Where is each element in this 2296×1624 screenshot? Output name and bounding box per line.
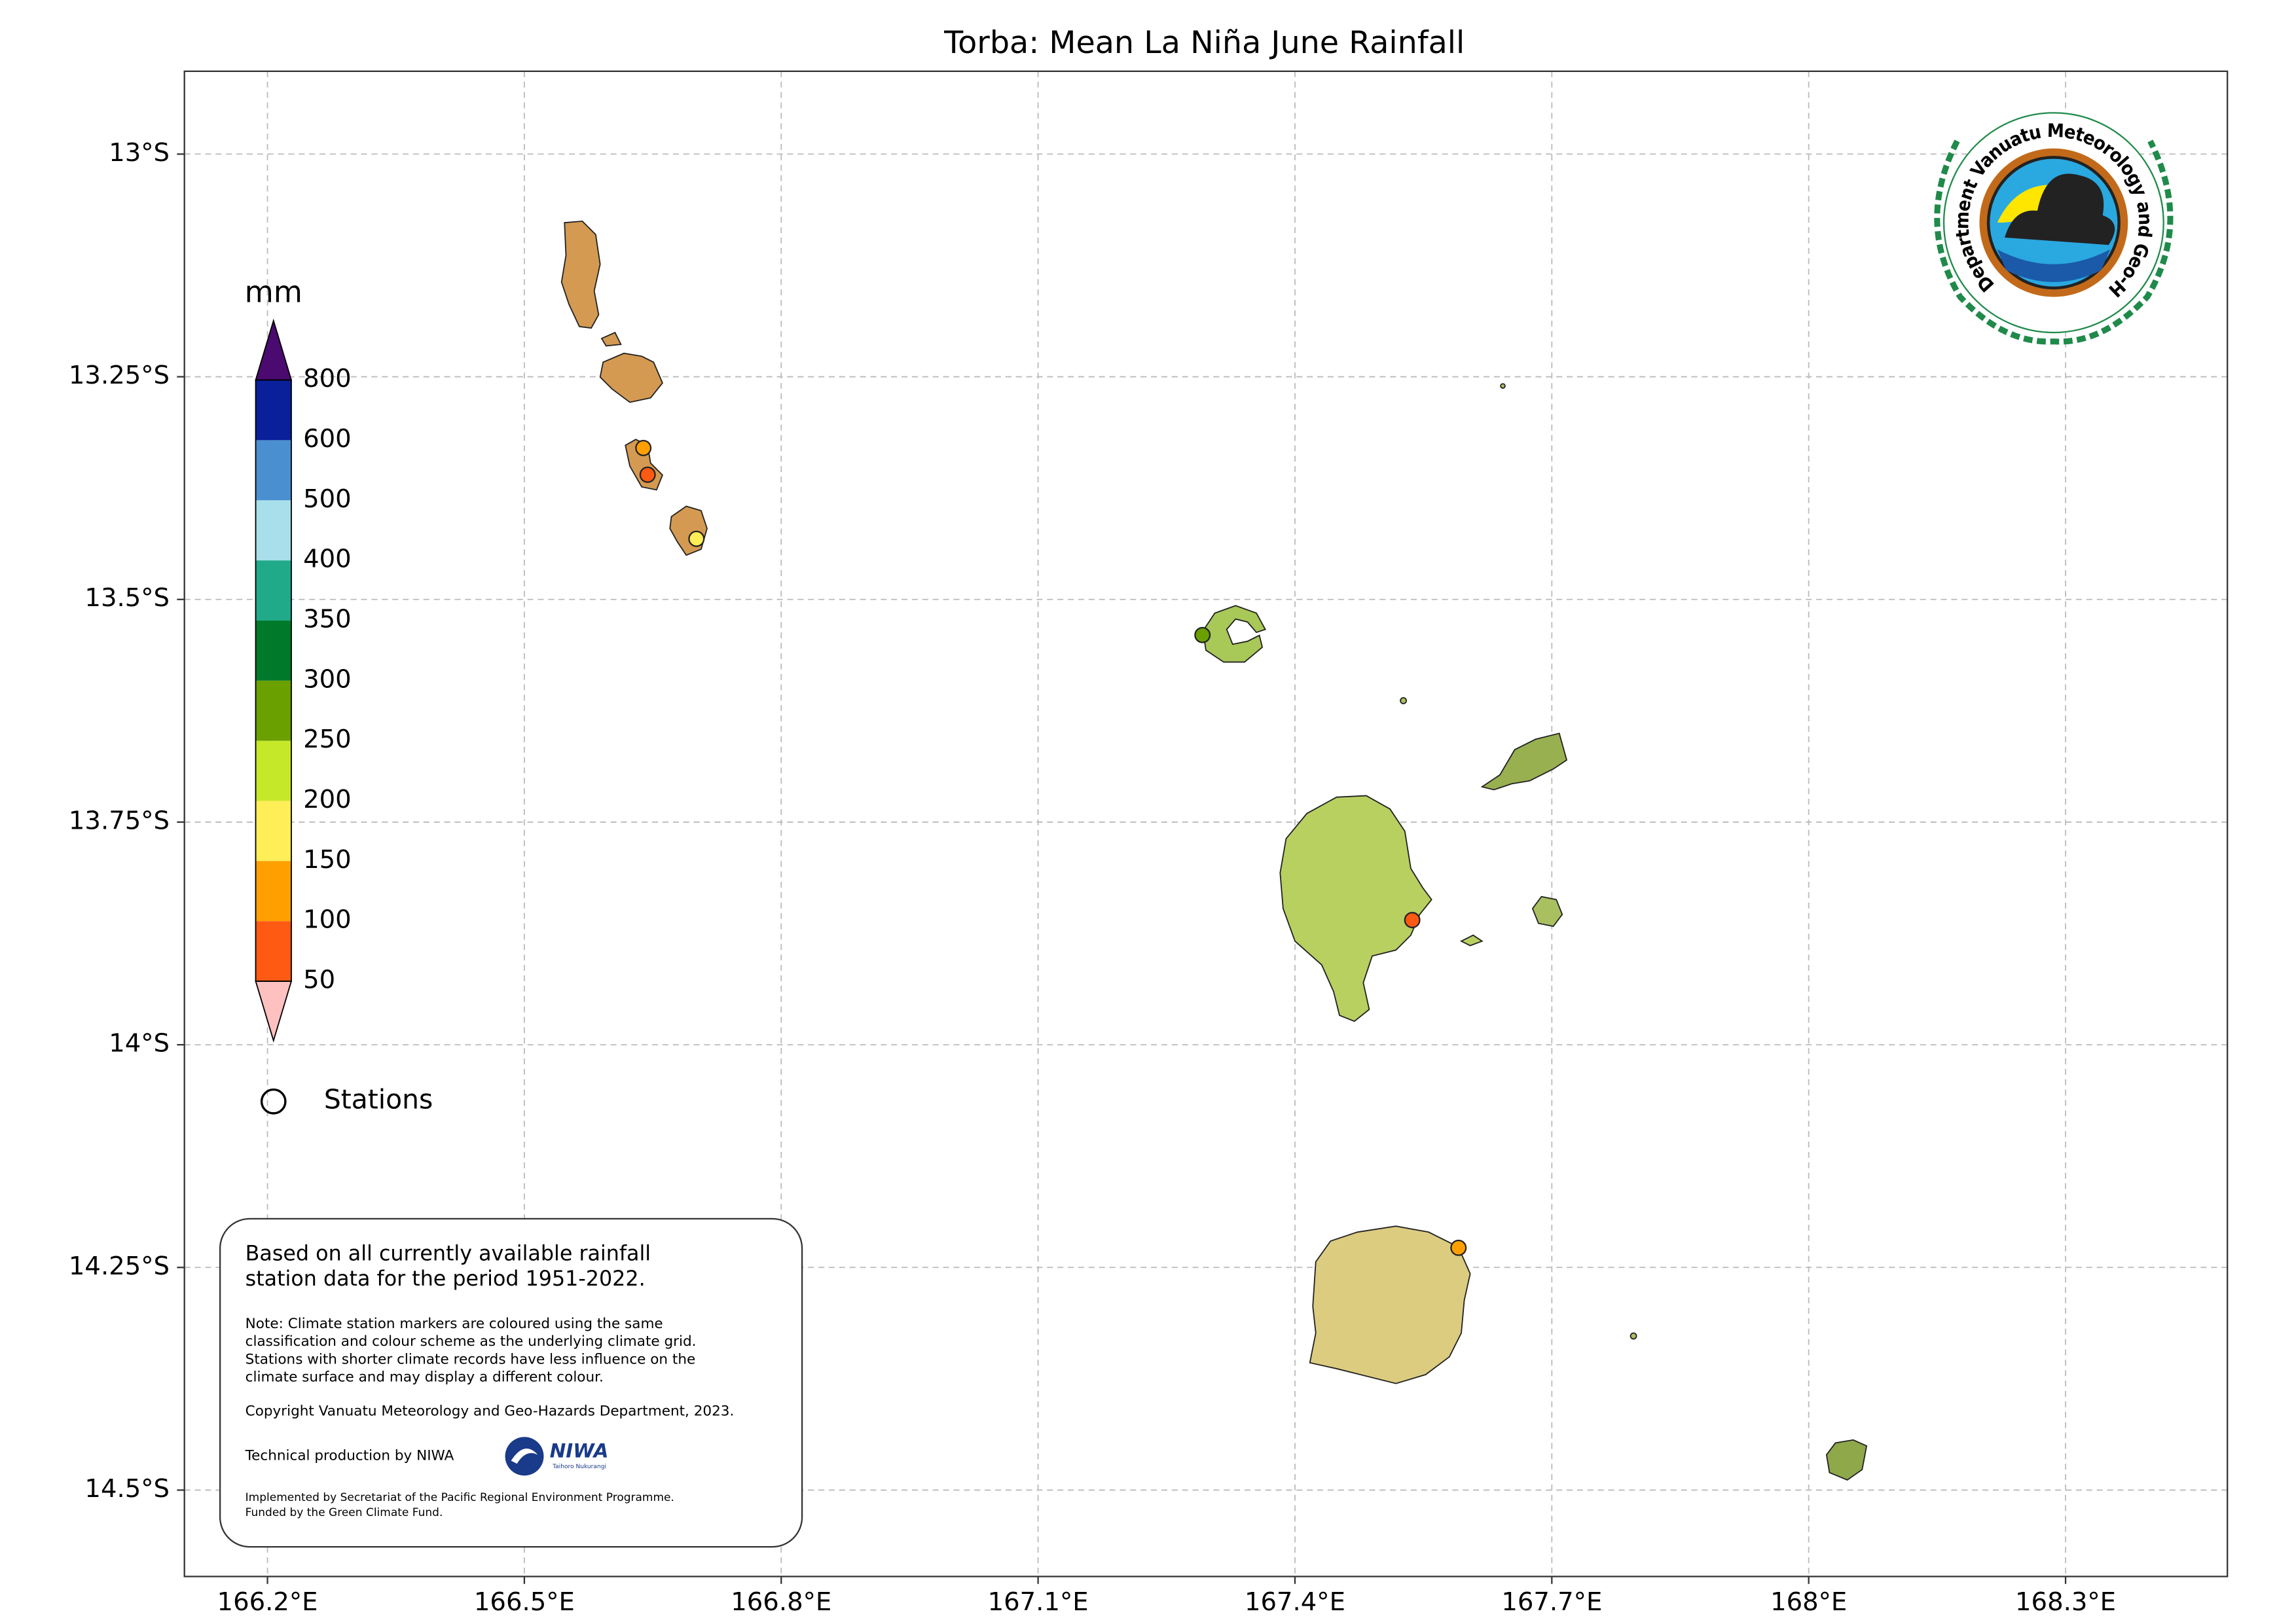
- legend-marker: [260, 1088, 287, 1115]
- x-tick-label: 168.3°E: [2015, 1587, 2116, 1617]
- colorbar-segment: [255, 680, 291, 741]
- x-tick-label: 167.4°E: [1245, 1587, 1345, 1617]
- y-tick-label: 14.5°S: [84, 1474, 170, 1504]
- station-marker: [635, 439, 652, 456]
- plot-frame: [183, 70, 2229, 1578]
- colorbar-tick-label: 500: [303, 484, 352, 514]
- colorbar-label: mm: [245, 275, 302, 310]
- note-footer: Implemented by Secretariat of the Pacifi…: [246, 1491, 674, 1504]
- station-marker: [1404, 912, 1421, 929]
- note-intro: Based on all currently available rainfal…: [246, 1242, 651, 1265]
- colorbar-segment: [255, 620, 291, 681]
- legend: Stations: [260, 1084, 433, 1115]
- map-title: Torba: Mean La Niña June Rainfall: [943, 25, 1465, 61]
- y-tick-label: 13.75°S: [69, 806, 170, 835]
- island: [560, 220, 601, 329]
- island: [1459, 934, 1484, 947]
- islet: [1500, 383, 1506, 389]
- station-marker: [688, 530, 705, 547]
- y-tick-label: 14°S: [109, 1029, 170, 1058]
- colorbar-segment: [255, 921, 291, 982]
- colorbar-tick-label: 200: [303, 785, 352, 814]
- station-marker: [1194, 626, 1211, 643]
- y-tick-label: 13.25°S: [69, 361, 170, 390]
- note-footer: Funded by the Green Climate Fund.: [246, 1506, 443, 1519]
- note-credit: Technical production by NIWA: [245, 1448, 454, 1464]
- stations: [635, 439, 1467, 1256]
- logo-wreath: [1934, 139, 2174, 345]
- note-frame: [219, 1218, 803, 1548]
- x-tick-label: 167.7°E: [1501, 1587, 1602, 1617]
- island: [1309, 1225, 1471, 1384]
- legend-label: Stations: [324, 1084, 433, 1115]
- colorbar-segment: [255, 740, 291, 801]
- note-intro: station data for the period 1951-2022.: [246, 1267, 646, 1291]
- grid: [184, 71, 2228, 1577]
- niwa-emblem: [505, 1437, 544, 1476]
- islet: [1630, 1332, 1637, 1340]
- island: [600, 331, 622, 347]
- note-detail: Note: Climate station markers are colour…: [246, 1316, 663, 1332]
- islet: [1400, 696, 1408, 704]
- colorbar-segment: [255, 861, 291, 922]
- colorbar-tick-label: 50: [303, 965, 335, 995]
- colorbar-segment: [255, 440, 291, 501]
- note-box: Based on all currently available rainfal…: [219, 1218, 803, 1548]
- colorbar-tick-label: 300: [303, 664, 352, 694]
- island: [1480, 732, 1568, 791]
- station-marker: [1450, 1239, 1467, 1256]
- note-detail: Stations with shorter climate records ha…: [246, 1351, 696, 1367]
- niwa-tagline: Taihoro Nukurangi: [552, 1464, 606, 1470]
- x-tick-label: 167.1°E: [988, 1587, 1089, 1617]
- logo-sea: [1997, 249, 2111, 282]
- logo-cloud: [2005, 173, 2115, 245]
- colorbar-tick-label: 400: [303, 545, 352, 574]
- colorbar: mm 50 100 150 200 250 300 350 400 500 600 800: [245, 275, 352, 1043]
- note-copyright: Copyright Vanuatu Meteorology and Geo-Ha…: [246, 1403, 735, 1420]
- note-detail: classification and colour scheme as the …: [246, 1333, 697, 1350]
- colorbar-segment: [255, 801, 291, 861]
- colorbar-tick-label: 800: [303, 364, 352, 393]
- island: [1825, 1439, 1868, 1481]
- x-tick-label: 166.8°E: [731, 1587, 831, 1617]
- niwa-wave: [511, 1449, 538, 1464]
- colorbar-tick-label: 250: [303, 725, 352, 754]
- colorbar-tick-label: 600: [303, 424, 352, 454]
- x-tick-label: 166.5°E: [474, 1587, 575, 1617]
- colorbar-tick-label: 150: [303, 845, 352, 875]
- x-tick-label: 166.2°E: [217, 1587, 318, 1617]
- colorbar-segment: [255, 560, 291, 621]
- colorbar-tick-label: 350: [303, 604, 352, 634]
- y-tick-label: 13°S: [109, 138, 170, 168]
- island: [1531, 895, 1563, 928]
- axis-labels: 166.2°E 166.5°E 166.8°E 167.1°E 167.4°E 167.7…: [69, 138, 2116, 1617]
- island: [1202, 605, 1266, 663]
- island: [1279, 795, 1432, 1022]
- colorbar-frame: [255, 379, 292, 982]
- y-tick-label: 13.5°S: [84, 583, 170, 613]
- island: [599, 352, 663, 403]
- x-tick-label: 168°E: [1770, 1587, 1847, 1617]
- colorbar-tick-label: 100: [303, 905, 352, 935]
- niwa-name: NIWA: [550, 1439, 609, 1462]
- station-marker: [639, 466, 656, 483]
- y-tick-label: 14.25°S: [69, 1252, 170, 1281]
- colorbar-segment: [255, 500, 291, 561]
- colorbar-segment: [255, 380, 291, 441]
- note-detail: climate surface and may display a differ…: [246, 1369, 604, 1386]
